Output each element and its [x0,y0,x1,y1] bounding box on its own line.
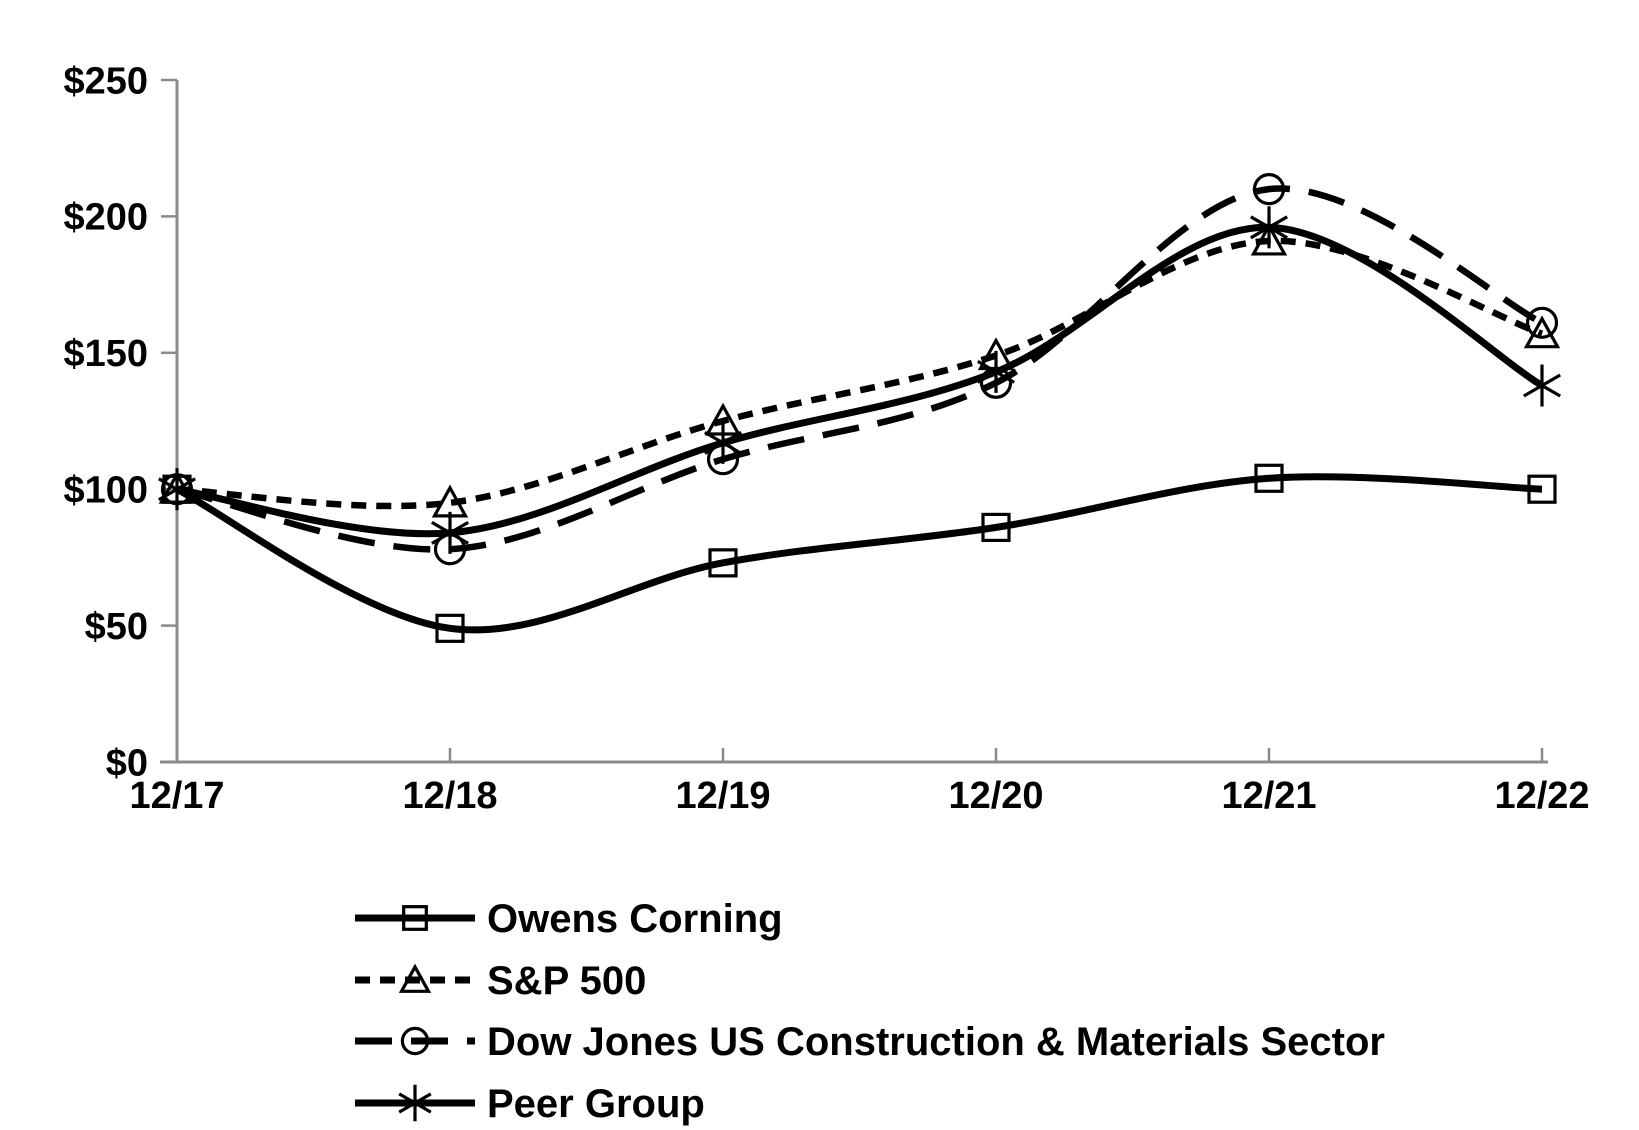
asterisk-spoke [704,430,742,455]
marker-square [435,613,465,643]
triangle-marker-shape [1250,222,1288,256]
y-axis-tick-label: $50 [85,606,148,648]
marker-square [981,512,1011,542]
series-line-owens-corning [175,473,1543,634]
asterisk-spoke [1250,215,1288,240]
y-axis-tick-label: $200 [63,197,148,239]
asterisk-spoke [398,1092,432,1114]
legend-item-dow-jones-us-construction-materials-sector: Dow Jones US Construction & Materials Se… [355,1020,1385,1064]
asterisk-spoke [158,477,196,502]
legend-item-owens-corning: Owens Corning [355,897,783,941]
marker-asterisk [977,350,1015,393]
legend-item-s-p-500: S&P 500 [355,959,646,1003]
marker-triangle [1523,315,1561,349]
triangle-marker-shape [1523,315,1561,349]
marker-asterisk [1250,206,1288,249]
series-line-dow-jones-us-construction-materials-sector [176,185,1544,553]
marker-asterisk [398,1084,432,1122]
x-axis-tick-label: 12/21 [1221,775,1316,817]
legend-label: Peer Group [487,1082,705,1126]
square-marker-shape [402,905,428,931]
square-marker-shape [1254,463,1284,493]
marker-asterisk [431,511,469,554]
x-axis-tick-label: 12/17 [129,775,224,817]
asterisk-spoke [431,520,469,545]
marker-asterisk [1523,364,1561,407]
legend-item-peer-group: Peer Group [355,1082,705,1126]
series-markers-s-p-500 [158,222,1561,518]
y-axis-tick-label: $250 [63,60,148,102]
series-markers-owens-corning [162,463,1557,643]
series-markers-peer-group [158,206,1561,554]
triangle-marker-shape [398,963,432,993]
y-axis-tick-label: $100 [63,470,148,512]
x-axis-tick-label: 12/19 [675,775,770,817]
series-markers-dow-jones-us-construction-materials-sector [160,173,1559,566]
legend-label: S&P 500 [487,959,646,1003]
marker-asterisk [158,468,196,511]
marker-circle [400,1026,430,1056]
circle-marker-shape [400,1026,430,1056]
x-axis-tick-label: 12/22 [1494,775,1589,817]
asterisk-spoke [1523,373,1561,398]
marker-square [402,905,428,931]
marker-square [1527,474,1557,504]
y-axis-tick-label: $150 [63,333,148,375]
circle-marker-shape [1525,306,1559,339]
marker-triangle [398,963,432,993]
y-axis-tick-label: $0 [106,742,148,784]
marker-asterisk [704,421,742,464]
asterisk-spoke [977,360,1015,384]
circle-marker-shape [1252,173,1286,206]
x-axis-tick-label: 12/20 [948,775,1043,817]
legend-label: Dow Jones US Construction & Materials Se… [487,1020,1385,1064]
legend: Owens Corning S&P 500 Dow Jones US Constru… [355,897,1385,1126]
legend-label: Owens Corning [487,897,783,941]
series-line-peer-group [176,223,1544,538]
square-marker-shape [708,548,738,578]
square-marker-shape [1527,474,1557,504]
marker-square [1254,463,1284,493]
series-line-s-p-500 [176,237,1544,510]
square-marker-shape [981,512,1011,542]
x-axis-tick-label: 12/18 [402,775,497,817]
marker-square [708,548,738,578]
marker-circle [1252,173,1286,206]
marker-triangle [1250,222,1288,256]
marker-circle [1525,306,1559,339]
square-marker-shape [435,613,465,643]
